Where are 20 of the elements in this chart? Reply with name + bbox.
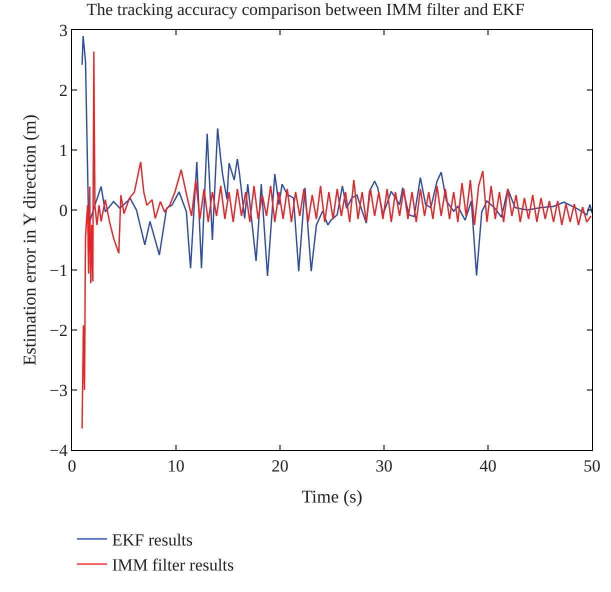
y-tick-label: 0: [59, 200, 68, 220]
y-tick-label: 3: [59, 20, 68, 40]
y-tick-label: −4: [50, 440, 68, 460]
x-axis-title: Time (s): [302, 486, 362, 506]
x-tick-label: 50: [584, 456, 600, 476]
y-tick-label: 2: [59, 80, 68, 100]
line-series: [81, 50, 592, 430]
x-tick-label: 40: [480, 456, 496, 476]
legend-label: EKF results: [112, 530, 193, 550]
y-axis-title: Estimation error in Y direction (m): [20, 114, 40, 366]
y-tick-label: −2: [50, 320, 68, 340]
x-tick-label: 20: [272, 456, 288, 476]
y-tick-label: −1: [50, 260, 68, 280]
y-tick-label: 1: [59, 140, 68, 160]
chart-title: The tracking accuracy comparison between IMM filter and EKF: [86, 0, 525, 19]
y-tick-label: −3: [50, 380, 68, 400]
x-tick-label: 10: [168, 456, 184, 476]
x-tick-label: 30: [376, 456, 392, 476]
legend-label: IMM filter results: [112, 556, 234, 575]
line-series: [81, 35, 592, 277]
